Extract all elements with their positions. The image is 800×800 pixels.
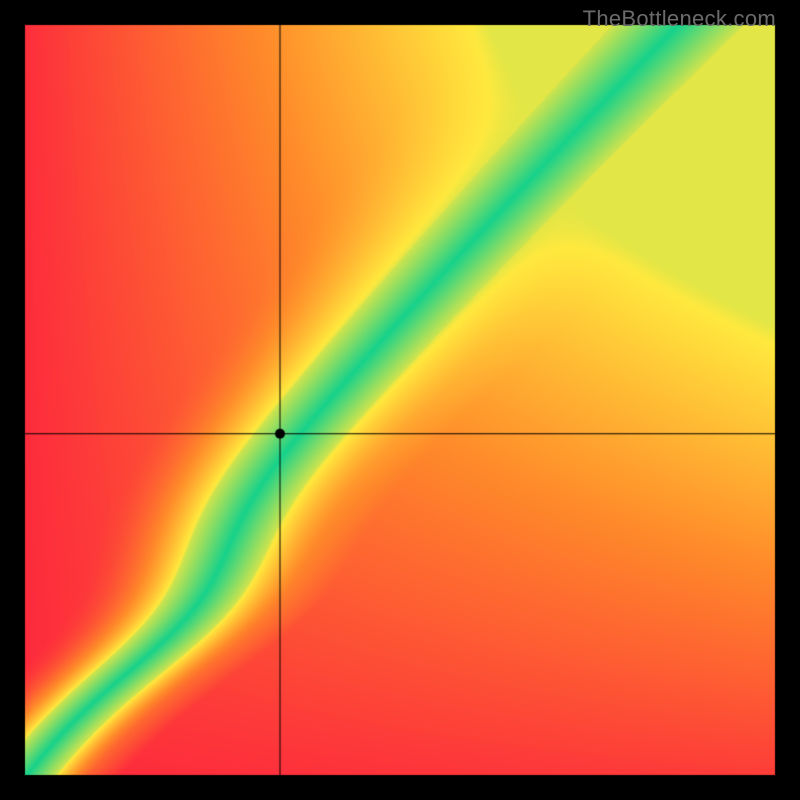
bottleneck-heatmap	[0, 0, 800, 800]
watermark-text: TheBottleneck.com	[583, 6, 776, 32]
